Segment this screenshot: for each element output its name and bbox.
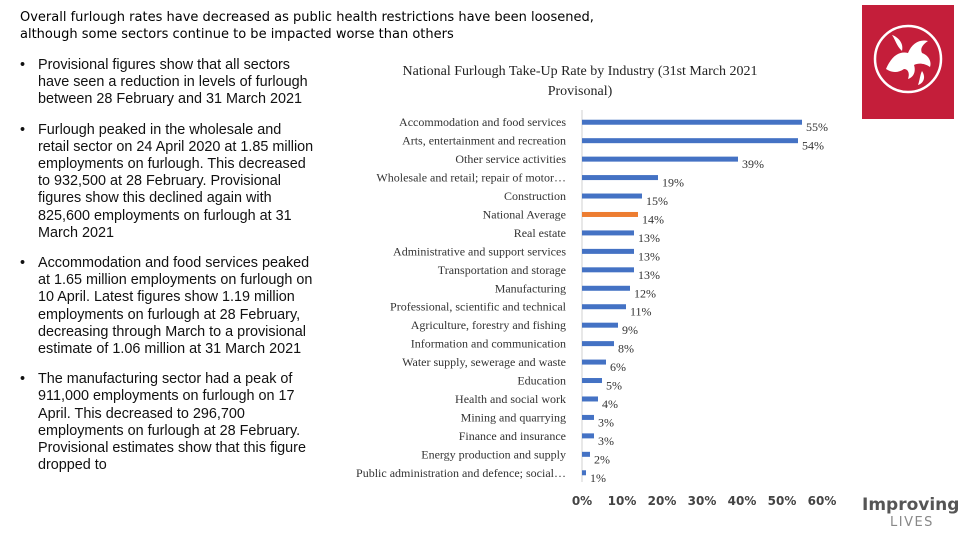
bar xyxy=(582,451,590,457)
category-label: Transportation and storage xyxy=(438,263,566,277)
brand-line-1: Improving xyxy=(862,495,960,515)
category-label: Water supply, sewerage and waste xyxy=(402,355,566,369)
slide-title-line-1: Overall furlough rates have decreased as… xyxy=(20,10,594,25)
bullet-text: The manufacturing sector had a peak of 9… xyxy=(38,371,306,474)
bar xyxy=(582,359,606,365)
slide-title: Overall furlough rates have decreased as… xyxy=(20,9,720,43)
chart-title-line-2: Provisonal) xyxy=(547,84,613,99)
bullet-item: • Provisional figures show that all secto… xyxy=(20,57,316,109)
category-label: Other service activities xyxy=(455,152,566,166)
dragon-icon xyxy=(873,24,943,94)
value-label: 13% xyxy=(638,268,660,282)
category-label: Accommodation and food services xyxy=(399,115,566,129)
value-label: 13% xyxy=(638,231,660,245)
bar xyxy=(582,138,798,144)
bar xyxy=(582,341,614,347)
value-label: 3% xyxy=(598,434,614,448)
value-label: 4% xyxy=(602,397,618,411)
bar xyxy=(582,193,642,199)
category-label: Construction xyxy=(504,189,566,203)
bar xyxy=(582,119,802,125)
bullet-item: • Accommodation and food services peaked … xyxy=(20,255,316,358)
bullet-item: • The manufacturing sector had a peak of … xyxy=(20,371,316,474)
category-label: Wholesale and retail; repair of motor… xyxy=(376,171,566,185)
category-label: National Average xyxy=(483,207,566,221)
bar xyxy=(582,470,586,476)
x-tick-label: 0% xyxy=(572,494,592,508)
value-label: 19% xyxy=(662,176,684,190)
bullet-list: • Provisional figures show that all secto… xyxy=(20,57,316,540)
value-label: 3% xyxy=(598,415,614,429)
category-label: Manufacturing xyxy=(495,281,566,295)
value-label: 1% xyxy=(590,471,606,485)
category-label: Education xyxy=(517,374,566,388)
bar xyxy=(582,267,634,273)
bar xyxy=(582,378,602,384)
bar-national-average xyxy=(582,211,638,217)
x-tick-label: 20% xyxy=(648,494,677,508)
furlough-bar-chart: Accommodation and food services 55% Arts, … xyxy=(356,110,837,508)
bullet-text: Provisional figures show that all sector… xyxy=(38,57,308,108)
value-label: 14% xyxy=(642,212,664,226)
x-tick-label: 40% xyxy=(728,494,757,508)
category-label: Public administration and defence; socia… xyxy=(356,466,566,480)
bar xyxy=(582,285,630,291)
category-label: Agriculture, forestry and fishing xyxy=(411,318,566,332)
bar xyxy=(582,175,658,181)
x-tick-label: 60% xyxy=(808,494,837,508)
bullet-text: Furlough peaked in the wholesale and ret… xyxy=(38,121,314,241)
bar xyxy=(582,248,634,254)
bullet-marker: • xyxy=(20,371,26,388)
value-label: 15% xyxy=(646,194,668,208)
value-label: 6% xyxy=(610,360,626,374)
category-label: Health and social work xyxy=(455,392,566,406)
value-label: 2% xyxy=(594,452,610,466)
category-label: Professional, scientific and technical xyxy=(390,300,567,314)
value-label: 39% xyxy=(742,157,764,171)
value-label: 11% xyxy=(630,305,652,319)
category-label: Information and communication xyxy=(411,337,566,351)
category-label: Real estate xyxy=(514,226,566,240)
bullet-marker: • xyxy=(20,121,26,138)
category-label: Administrative and support services xyxy=(393,244,566,258)
value-label: 12% xyxy=(634,286,656,300)
category-label: Mining and quarrying xyxy=(461,410,566,424)
value-label: 5% xyxy=(606,379,622,393)
category-label: Arts, entertainment and recreation xyxy=(402,134,566,148)
value-label: 55% xyxy=(806,120,828,134)
bullet-marker: • xyxy=(20,57,26,73)
bar xyxy=(582,433,594,439)
x-tick-label: 30% xyxy=(688,494,717,508)
value-label: 9% xyxy=(622,323,638,337)
value-label: 54% xyxy=(802,139,824,153)
bullet-item: • Furlough peaked in the wholesale and re… xyxy=(20,122,316,242)
bar xyxy=(582,414,594,420)
x-tick-label: 10% xyxy=(608,494,637,508)
chart-title-line-1: National Furlough Take-Up Rate by Indust… xyxy=(402,64,758,79)
bar xyxy=(582,304,626,310)
bar xyxy=(582,230,634,236)
category-label: Finance and insurance xyxy=(459,429,566,443)
chart-title: National Furlough Take-Up Rate by Indust… xyxy=(360,62,800,102)
welsh-dragon-logo xyxy=(862,5,954,119)
bar xyxy=(582,322,618,328)
bar xyxy=(582,156,738,162)
bullet-marker: • xyxy=(20,255,26,272)
x-tick-label: 50% xyxy=(768,494,797,508)
slide-title-line-2: although some sectors continue to be imp… xyxy=(20,27,454,42)
category-label: Energy production and supply xyxy=(421,447,566,461)
brand-line-2: LIVES xyxy=(890,515,934,530)
improving-lives-brand: Improving LIVES xyxy=(862,495,960,531)
value-label: 13% xyxy=(638,249,660,263)
value-label: 8% xyxy=(618,342,634,356)
bar xyxy=(582,396,598,402)
bullet-text: Accommodation and food services peaked a… xyxy=(38,255,313,358)
